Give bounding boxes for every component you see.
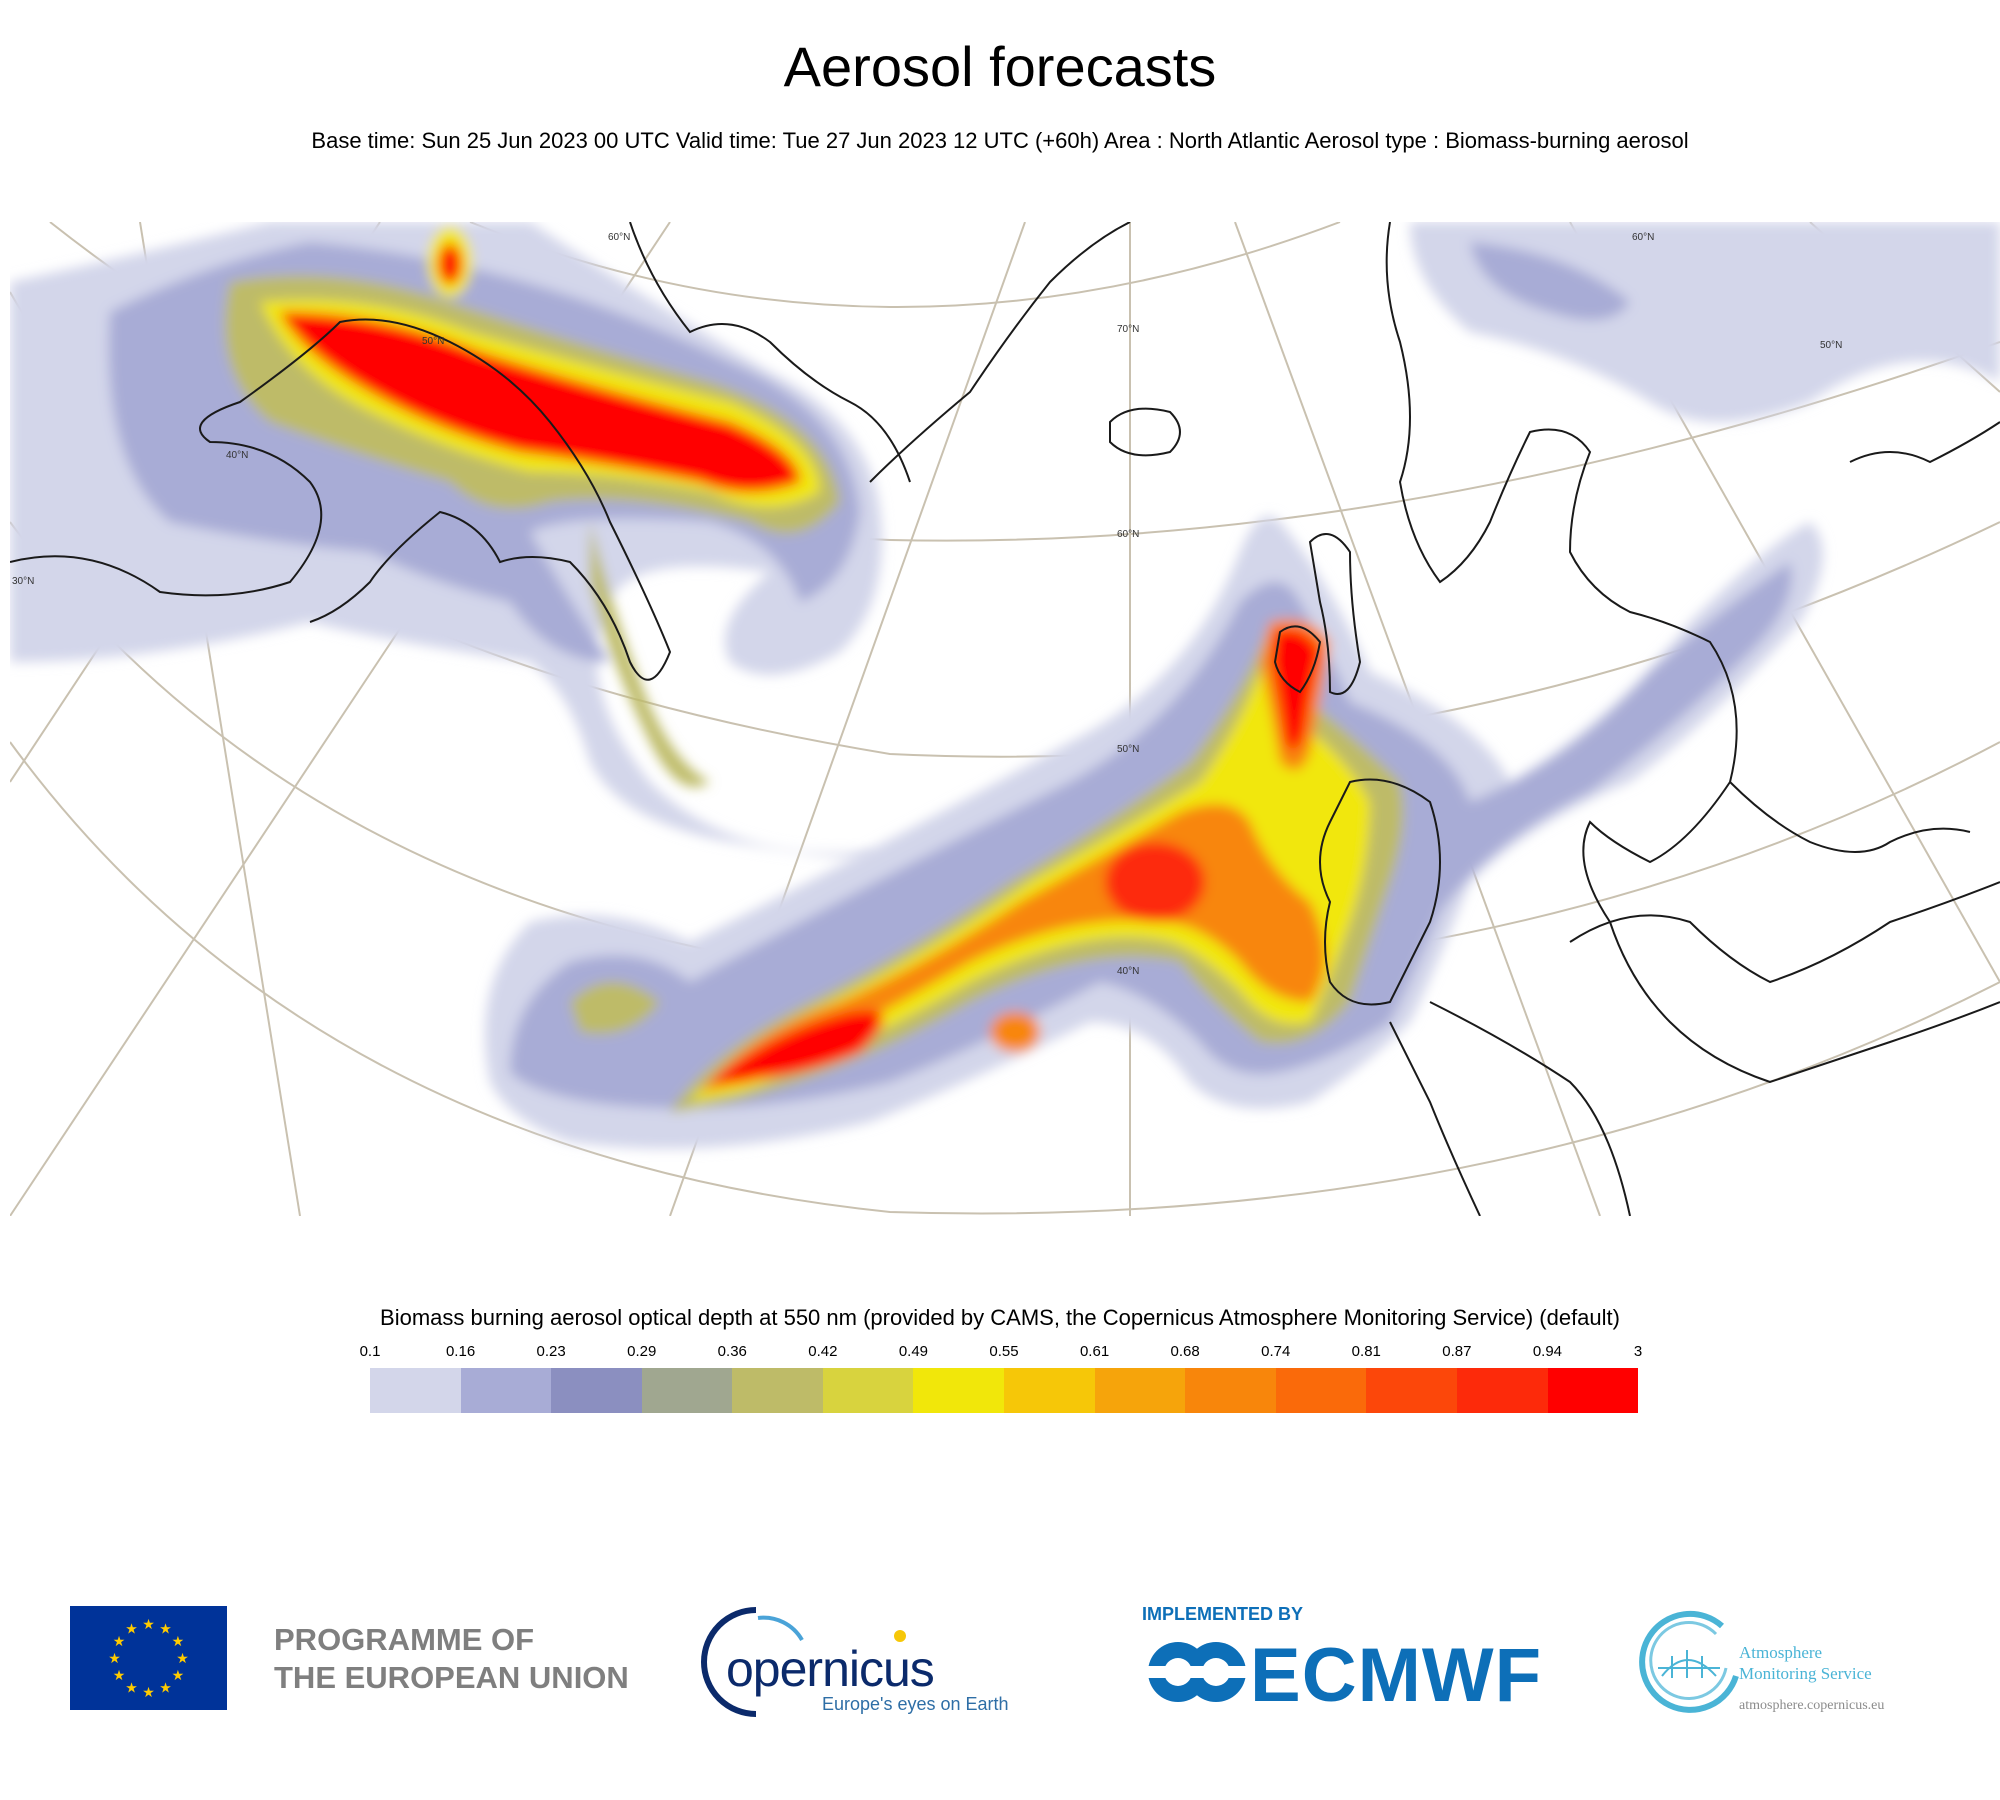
- lat-label: 60°N: [1117, 529, 1139, 540]
- lat-label: 40°N: [226, 450, 248, 461]
- colorbar-tick-label: 0.94: [1532, 1343, 1563, 1360]
- ams-url: atmosphere.copernicus.eu: [1739, 1698, 1885, 1713]
- colorbar-tick-label: 0.74: [1261, 1343, 1291, 1360]
- eu-star-icon: ★: [142, 1684, 155, 1700]
- coastlines: [10, 222, 2000, 1216]
- eu-star-icon: ★: [142, 1616, 155, 1632]
- eu-text-line: THE EUROPEAN UNION: [274, 1660, 629, 1695]
- copernicus-tagline: Europe's eyes on Earth: [822, 1694, 1009, 1714]
- colorbar-swatch: [1456, 1368, 1548, 1413]
- colorbar-swatch: [1185, 1368, 1276, 1413]
- eu-star-icon: ★: [108, 1650, 121, 1666]
- forecast-subtitle: Base time: Sun 25 Jun 2023 00 UTC Valid …: [311, 128, 1689, 153]
- colorbar-swatch: [822, 1368, 914, 1413]
- eu-star-icon: ★: [113, 1667, 126, 1683]
- aerosol-map: 70°N 60°N 50°N 40°N 30°N 60°N 50°N 40°N …: [10, 222, 2000, 1216]
- ams-name-line: Atmosphere: [1739, 1643, 1823, 1662]
- colorbar-tick-label: 0.61: [1079, 1343, 1110, 1360]
- ams-name-line: Monitoring Service: [1739, 1664, 1872, 1683]
- colorbar-swatch: [460, 1368, 552, 1413]
- lat-label: 60°N: [1632, 232, 1654, 243]
- colorbar-tick-label: 0.36: [717, 1343, 747, 1360]
- atmosphere-monitoring-icon: [1639, 1610, 1739, 1713]
- colorbar-tick-label: 0.29: [627, 1343, 657, 1360]
- eu-text-line: PROGRAMME OF: [274, 1622, 535, 1657]
- colorbar-swatch: [370, 1368, 461, 1413]
- colorbar-tick-label: 0.68: [1170, 1343, 1200, 1360]
- colorbar-swatch: [1547, 1368, 1639, 1413]
- colorbar-swatch: [1275, 1368, 1367, 1413]
- eu-star-icon: ★: [172, 1633, 185, 1649]
- eu-programme-text: PROGRAMME OF THE EUROPEAN UNION: [274, 1621, 629, 1697]
- eu-star-icon: ★: [125, 1679, 138, 1695]
- lat-label: 50°N: [422, 336, 444, 347]
- colorbar-swatch: [551, 1368, 642, 1413]
- lat-label: 30°N: [12, 576, 34, 587]
- eu-star-icon: ★: [172, 1667, 185, 1683]
- colorbar-swatch: [732, 1368, 823, 1413]
- colorbar-ticks: 0.1 0.16 0.23 0.29 0.36 0.42 0.49 0.55 0.61 0.68 0…: [360, 1343, 1643, 1363]
- legend-title: Biomass burning aerosol optical depth at…: [380, 1305, 1620, 1330]
- eu-star-icon: ★: [113, 1633, 126, 1649]
- colorbar-tick-label: 0.42: [808, 1343, 838, 1360]
- colorbar-tick-label: 0.49: [898, 1343, 929, 1360]
- colorbar-tick-label: 3: [1633, 1343, 1643, 1360]
- eu-star-icon: ★: [159, 1621, 172, 1637]
- plume-northwest: [10, 222, 2000, 860]
- colorbar-tick-label: 0.1: [359, 1343, 381, 1360]
- colorbar-tick-label: 0.55: [989, 1343, 1019, 1360]
- eu-star-icon: ★: [159, 1679, 172, 1695]
- copernicus-logo: [701, 1607, 906, 1717]
- colorbar-swatch: [913, 1368, 1005, 1413]
- implemented-by-label: IMPLEMENTED BY: [1142, 1604, 1304, 1624]
- colorbar-swatch: [1004, 1368, 1095, 1413]
- colorbar-tick-label: 0.87: [1442, 1343, 1472, 1360]
- ecmwf-wordmark: ECMWF: [1250, 1633, 1543, 1718]
- lat-label: 50°N: [1117, 744, 1139, 755]
- lat-label: 60°N: [608, 232, 630, 243]
- colorbar-tick-label: 0.23: [536, 1343, 566, 1360]
- page-title: Aerosol forecasts: [783, 35, 1217, 98]
- colorbar-swatch: [1366, 1368, 1457, 1413]
- colorbar-tick-label: 0.81: [1351, 1343, 1381, 1360]
- lat-label: 70°N: [1117, 324, 1139, 335]
- colorbar-swatch: [1094, 1368, 1186, 1413]
- ams-name: Atmosphere Monitoring Service: [1739, 1642, 1872, 1684]
- lat-label: 40°N: [1117, 966, 1139, 977]
- eu-star-icon: ★: [125, 1621, 138, 1637]
- eu-star-icon: ★: [176, 1650, 189, 1666]
- plume-southeast: [485, 516, 1823, 1149]
- lat-label: 50°N: [1820, 340, 1842, 351]
- colorbar-tick-label: 0.16: [445, 1343, 476, 1360]
- ecmwf-symbol-icon: [1142, 1642, 1252, 1702]
- colorbar: [370, 1368, 1639, 1413]
- eu-flag-logo: ★ ★ ★ ★ ★ ★ ★ ★ ★ ★ ★ ★: [70, 1606, 227, 1710]
- colorbar-swatch: [641, 1368, 733, 1413]
- copernicus-wordmark: opernicus: [726, 1641, 935, 1697]
